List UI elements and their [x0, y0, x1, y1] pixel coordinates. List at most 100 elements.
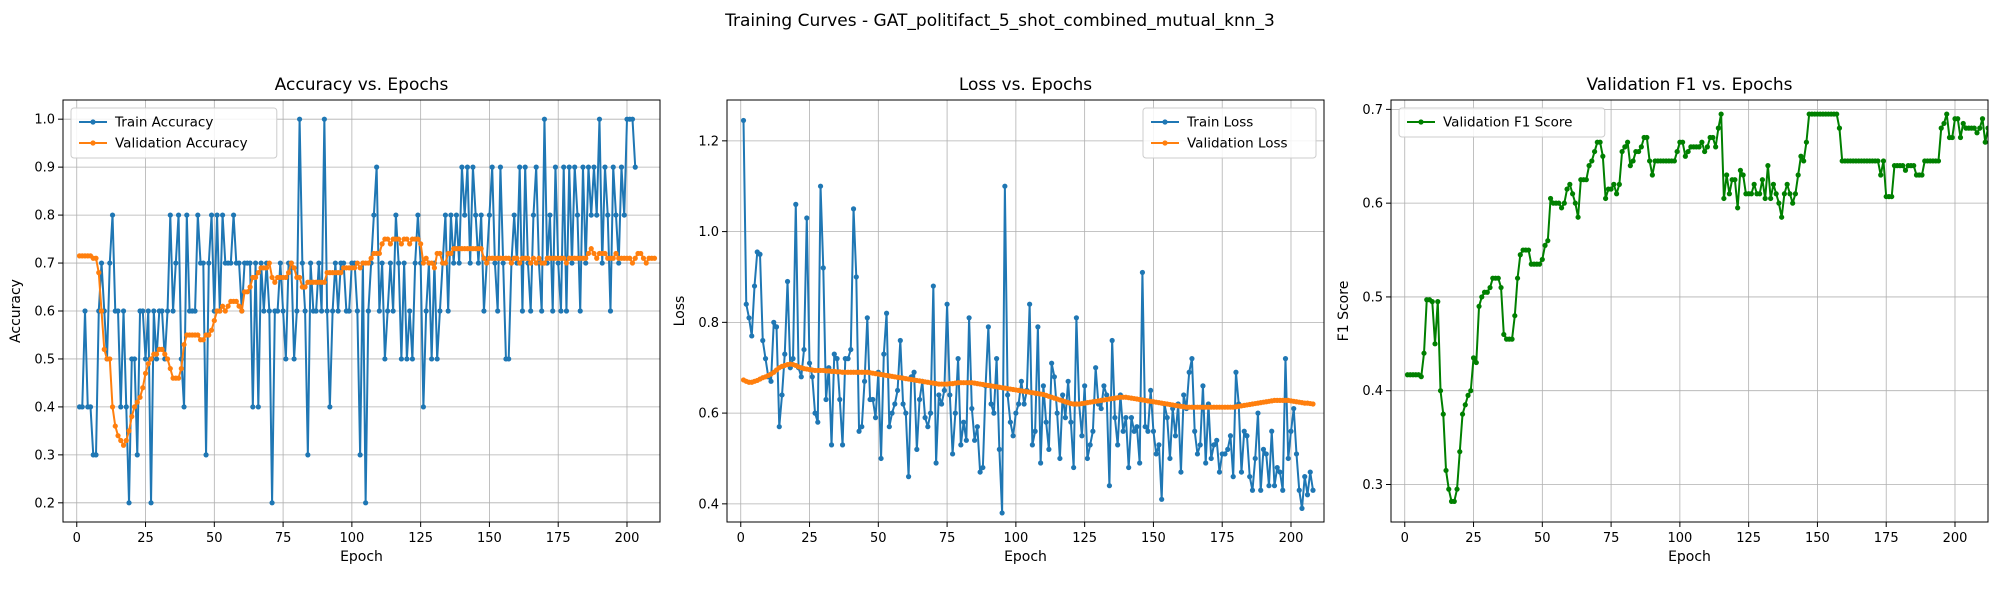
validation-f1-score-point	[1671, 158, 1677, 164]
train-accuracy-point	[583, 260, 589, 266]
validation-f1-score-point	[1680, 139, 1686, 145]
validation-f1-score-point	[1795, 172, 1801, 178]
validation-accuracy-point	[145, 361, 151, 367]
validation-f1-score-point	[1547, 195, 1554, 202]
train-accuracy-point	[607, 308, 614, 314]
legend-label-validation-f1-score: Validation F1 Score	[1443, 115, 1572, 131]
train-loss-point	[1128, 415, 1135, 421]
train-loss-point	[889, 410, 895, 416]
train-accuracy-point	[511, 212, 517, 218]
validation-accuracy-point	[200, 337, 206, 343]
accuracy-ticks: 0 25 50 75 100 125 150 175 200 0.2 0.3 0.4 0.5 0.6 0.7…	[34, 113, 639, 546]
x-tick-label: 200	[1943, 531, 1968, 546]
train-loss-point	[936, 392, 942, 398]
validation-f1-score-point	[1787, 191, 1793, 197]
train-accuracy-point	[382, 356, 388, 362]
train-loss-point	[1104, 392, 1110, 398]
validation-accuracy-point	[181, 341, 187, 348]
loss-x-axis-label: Epoch	[1004, 549, 1047, 565]
train-loss-point	[1255, 410, 1261, 416]
validation-accuracy-point	[153, 351, 160, 357]
train-loss-point	[1238, 469, 1245, 475]
validation-f1-score-point	[1462, 402, 1468, 408]
validation-accuracy-point	[137, 394, 143, 400]
train-accuracy-point	[250, 404, 256, 410]
train-loss-point	[1307, 469, 1313, 475]
validation-f1-score-point	[1556, 200, 1562, 206]
validation-accuracy-point	[175, 375, 182, 381]
train-loss-point	[804, 215, 810, 221]
train-loss-point	[894, 387, 901, 394]
train-loss-point	[977, 469, 983, 475]
train-loss-point	[1189, 356, 1195, 362]
train-accuracy-point	[489, 164, 495, 170]
y-tick-label: 1.0	[698, 225, 719, 240]
train-accuracy-point	[219, 212, 226, 218]
accuracy-series-group	[76, 116, 658, 506]
validation-accuracy-point	[536, 255, 542, 261]
train-loss-point	[1068, 419, 1074, 425]
train-accuracy-point	[173, 260, 179, 266]
loss-series-group	[740, 117, 1316, 516]
train-loss-point	[1049, 360, 1055, 366]
validation-f1-score-point	[1974, 130, 1980, 136]
train-accuracy-point	[208, 212, 215, 218]
validation-accuracy-point	[233, 298, 239, 305]
validation-accuracy-point	[396, 236, 402, 242]
train-accuracy-point	[448, 212, 454, 218]
validation-accuracy-point	[167, 365, 173, 372]
train-loss-point	[941, 387, 947, 394]
train-loss-point	[1106, 483, 1113, 489]
train-accuracy-point	[585, 164, 592, 170]
train-loss-point	[930, 283, 936, 289]
validation-f1-score-point	[1971, 125, 1977, 131]
y-tick-label: 0.3	[34, 448, 55, 463]
validation-f1-score-point	[1977, 125, 1983, 131]
validation-f1-score-point	[1501, 331, 1507, 338]
train-loss-point	[1148, 387, 1154, 394]
x-tick-label: 100	[1003, 531, 1028, 546]
validation-f1-score-point	[1721, 195, 1727, 202]
validation-accuracy-point	[107, 356, 113, 362]
validation-f1-score-point	[1586, 163, 1592, 169]
train-loss-point	[1214, 437, 1220, 443]
train-loss-point	[1027, 301, 1033, 307]
validation-f1-score-point	[1919, 172, 1925, 178]
validation-accuracy-point	[352, 265, 358, 271]
x-tick-label: 150	[1141, 531, 1166, 546]
train-loss-point	[1046, 446, 1052, 452]
train-loss-point	[760, 337, 766, 344]
x-tick-label: 0	[73, 531, 81, 546]
train-loss-point	[1186, 369, 1192, 375]
train-loss-point	[1274, 464, 1280, 471]
train-accuracy-point	[316, 260, 322, 266]
train-loss-point	[1288, 428, 1294, 434]
train-loss-point	[1197, 442, 1203, 448]
train-loss-point	[1109, 337, 1115, 344]
validation-f1-score-point	[1517, 252, 1523, 258]
train-accuracy-point	[203, 452, 209, 458]
validation-accuracy-point	[208, 327, 215, 333]
train-accuracy-point	[252, 260, 259, 266]
validation-accuracy-point	[376, 250, 382, 257]
train-loss-point	[1082, 383, 1088, 389]
validation-accuracy-point	[283, 274, 289, 281]
train-loss-point	[856, 428, 862, 434]
validation-f1-score-point	[1726, 191, 1732, 197]
train-loss-point	[872, 415, 879, 421]
train-loss-point	[966, 315, 972, 321]
x-tick-label: 175	[1210, 531, 1235, 546]
accuracy-x-axis-label: Epoch	[340, 549, 383, 565]
x-tick-label: 125	[408, 531, 433, 546]
validation-f1-score-point	[1779, 214, 1785, 220]
validation-accuracy-point	[266, 260, 272, 266]
validation-accuracy-point	[93, 255, 99, 261]
train-loss-point	[1230, 474, 1236, 480]
validation-accuracy-point	[541, 260, 548, 266]
validation-accuracy-point	[437, 250, 443, 257]
validation-f1-score-point	[1704, 144, 1710, 150]
validation-f1-score-point	[1644, 134, 1650, 141]
validation-f1-score-point	[1591, 148, 1598, 155]
validation-f1-score-point	[1955, 116, 1961, 122]
validation-f1-score-point	[1836, 125, 1843, 131]
